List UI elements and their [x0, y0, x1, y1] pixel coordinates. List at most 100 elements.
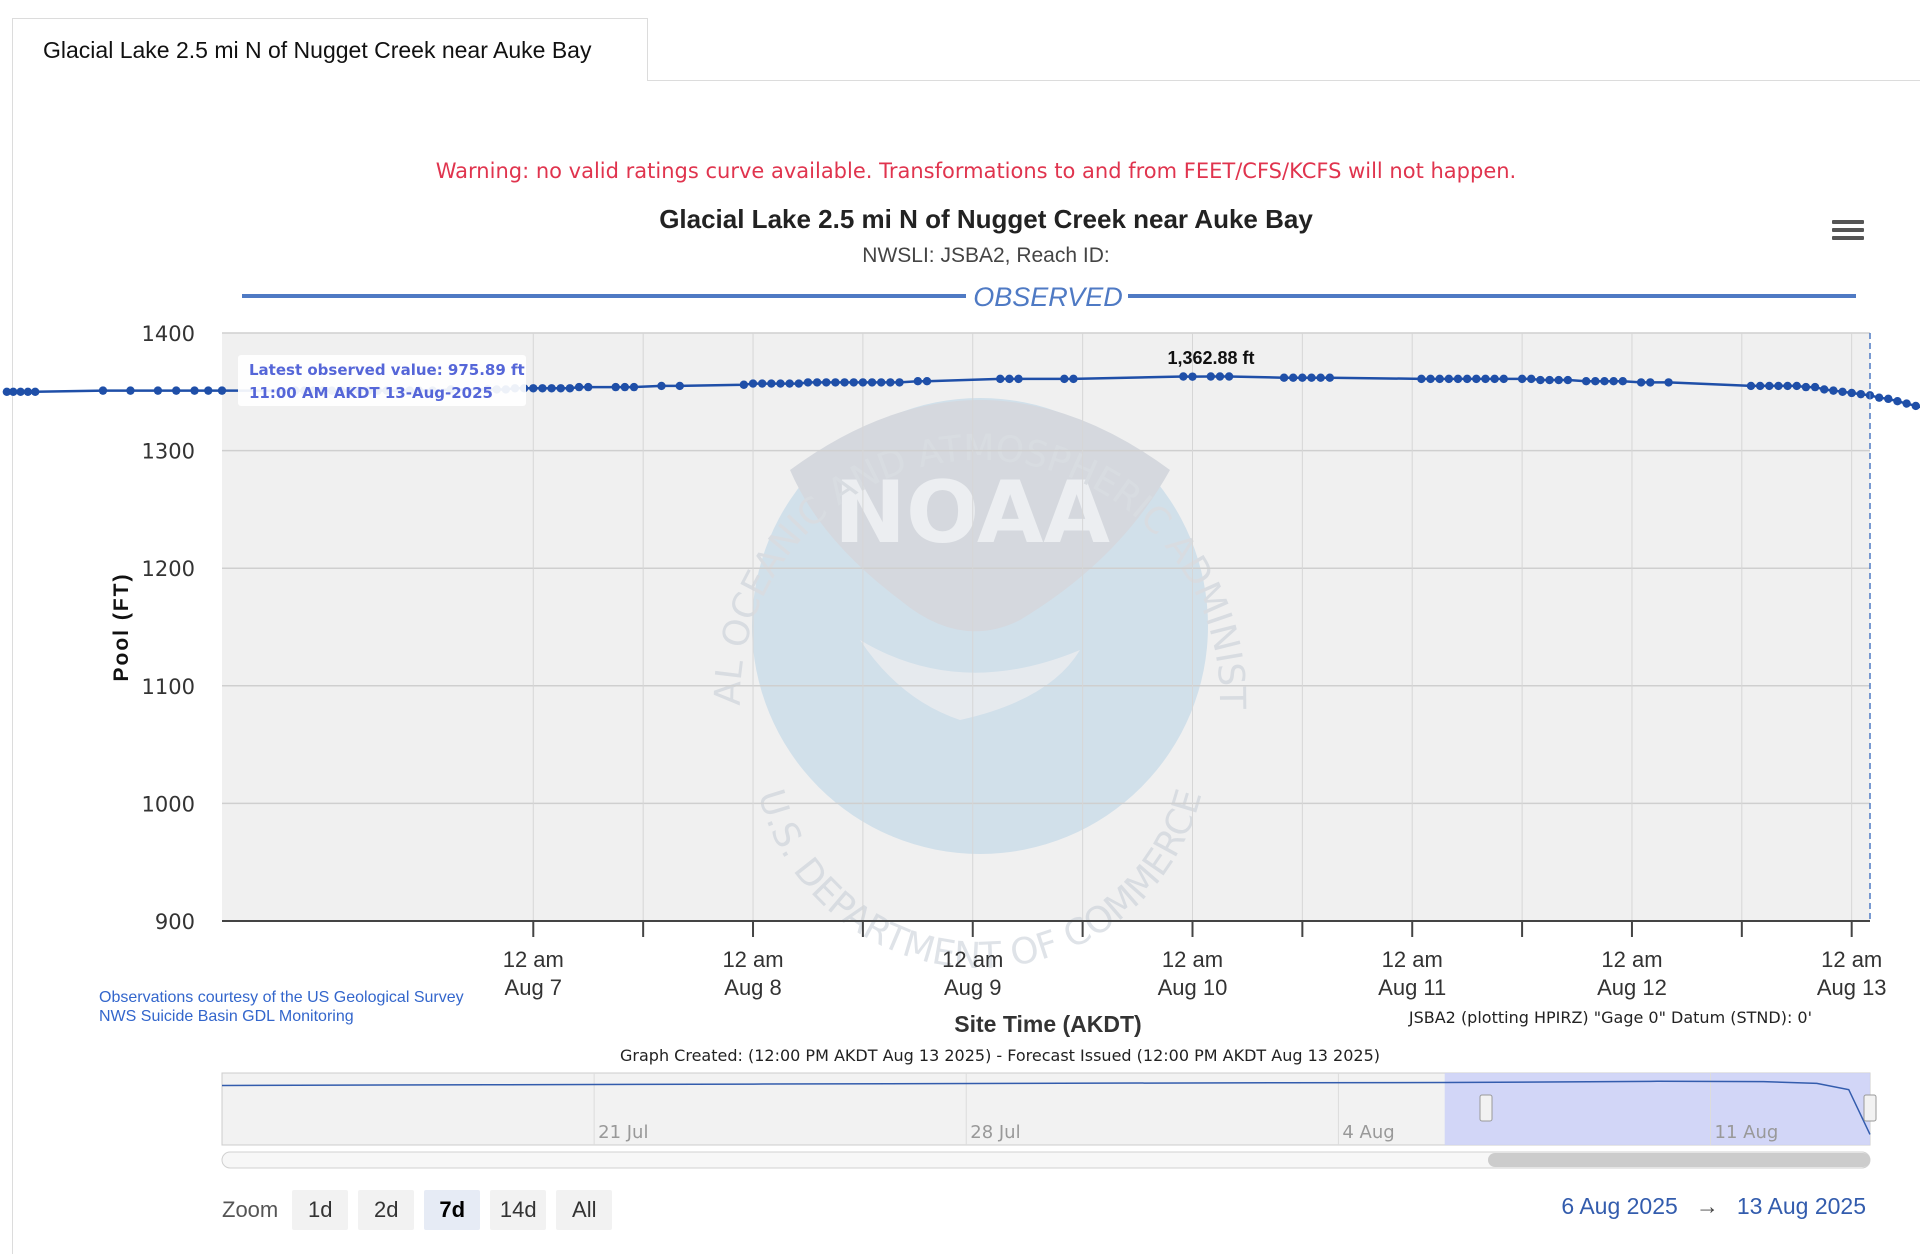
datum-note: JSBA2 (plotting HPIRZ) "Gage 0" Datum (S… [1408, 1008, 1812, 1027]
y-tick-label: 1000 [142, 792, 195, 816]
chart-subtitle: NWSLI: JSBA2, Reach ID: [862, 244, 1109, 267]
data-point [1792, 381, 1801, 391]
x-axis: 12 am Aug 7 12 am Aug 8 12 am Aug 9 12 am Aug 1… [222, 920, 1887, 1000]
data-point [1545, 375, 1554, 385]
data-point [1893, 397, 1902, 406]
hamburger-menu-icon [1832, 220, 1864, 224]
data-point [1810, 382, 1820, 392]
x-tick-label-time: 12 am [1382, 947, 1443, 972]
data-point [1316, 373, 1325, 382]
data-point [1435, 374, 1444, 384]
chart-menu-button[interactable] [1824, 216, 1872, 256]
data-point [794, 379, 803, 388]
data-point [538, 384, 547, 393]
data-point [1444, 374, 1454, 384]
zoom-14d-button[interactable]: 14d [490, 1190, 547, 1230]
zoom-label: Zoom [222, 1197, 279, 1222]
data-point [31, 387, 40, 396]
data-point [1279, 373, 1289, 382]
warning-text: Warning: no valid ratings curve availabl… [436, 159, 1517, 183]
navigator-label: 11 Aug [1715, 1122, 1779, 1143]
data-point [190, 386, 199, 395]
navigator-scrollbar-thumb[interactable] [1488, 1153, 1870, 1167]
data-point [547, 384, 556, 393]
tooltip-line-2: 11:00 AM AKDT 13-Aug-2025 [249, 384, 493, 402]
data-point [126, 386, 135, 395]
data-point [1609, 377, 1618, 386]
navigator[interactable]: 21 Jul 28 Jul 4 Aug 11 Aug [221, 1072, 1877, 1169]
data-point [1307, 373, 1316, 382]
data-point [1765, 381, 1774, 391]
x-axis-label: Site Time (AKDT) [954, 1011, 1141, 1037]
data-point [922, 377, 932, 386]
data-point [1060, 374, 1069, 384]
x-tick-label-date: Aug 7 [505, 975, 563, 1000]
navigator-handle-left[interactable] [1479, 1094, 1493, 1122]
data-point [913, 377, 923, 386]
peak-label: 1,362.88 ft [1167, 348, 1254, 368]
credits-line-1[interactable]: Observations courtesy of the US Geologic… [99, 989, 464, 1006]
data-point [1554, 375, 1563, 385]
y-tick-label: 1100 [142, 675, 195, 699]
data-point [1856, 389, 1866, 399]
data-point [996, 374, 1005, 384]
data-point [1426, 374, 1435, 384]
data-point [1820, 385, 1829, 394]
navigator-selection[interactable] [1444, 1073, 1870, 1145]
credits-line-2[interactable]: NWS Suicide Basin GDL Monitoring [99, 1008, 354, 1025]
data-point [620, 382, 630, 392]
y-tick-label: 900 [155, 910, 195, 934]
data-point [1490, 374, 1499, 384]
navigator-series [221, 1080, 1871, 1135]
data-point [1884, 394, 1893, 404]
tab-divider [648, 80, 1920, 81]
data-point [748, 379, 758, 388]
x-tick-label-time: 12 am [1162, 947, 1223, 972]
data-point [849, 378, 858, 387]
observed-band-label: OBSERVED [973, 282, 1123, 312]
data-point [1838, 387, 1847, 396]
data-point [1206, 372, 1216, 381]
data-point [858, 378, 868, 387]
data-point [867, 378, 877, 387]
navigator-handle-right[interactable] [1863, 1094, 1877, 1122]
data-point [1664, 378, 1673, 387]
range-from-input[interactable]: 6 Aug 2025 [1561, 1193, 1678, 1219]
data-point [757, 379, 767, 388]
data-point [1536, 375, 1545, 385]
data-point [657, 381, 666, 391]
x-tick-label-time: 12 am [503, 947, 564, 972]
zoom-controls: Zoom 1d 2d 7d 14d All [222, 1190, 622, 1230]
navigator-label: 28 Jul [970, 1122, 1020, 1143]
data-point [1417, 374, 1426, 384]
x-tick-label-date: Aug 11 [1378, 975, 1446, 1000]
chart-title: Glacial Lake 2.5 mi N of Nugget Creek ne… [659, 204, 1313, 234]
data-point [556, 384, 565, 393]
data-point [1289, 373, 1298, 382]
data-point [172, 386, 181, 395]
y-tick-label: 1400 [142, 322, 195, 346]
y-tick-label: 1200 [142, 557, 195, 581]
data-point [831, 378, 840, 387]
data-point [1005, 374, 1014, 384]
tab-station[interactable]: Glacial Lake 2.5 mi N of Nugget Creek ne… [12, 18, 648, 81]
zoom-all-button[interactable]: All [556, 1190, 613, 1230]
data-point [767, 379, 776, 388]
zoom-7d-button[interactable]: 7d [424, 1190, 481, 1230]
credits: Observations courtesy of the US Geologic… [99, 988, 464, 1026]
data-point [1755, 381, 1765, 391]
observed-band: OBSERVED [242, 282, 1856, 312]
latest-value-tooltip: Latest observed value: 975.89 ft 11:00 A… [238, 355, 526, 406]
data-point [785, 379, 794, 388]
data-point [9, 387, 18, 396]
data-point [1646, 378, 1655, 387]
data-point [153, 386, 163, 395]
data-point [1783, 381, 1792, 391]
data-point [1563, 375, 1573, 385]
zoom-1d-button[interactable]: 1d [292, 1190, 349, 1230]
zoom-2d-button[interactable]: 2d [358, 1190, 415, 1230]
data-point [1746, 381, 1756, 391]
data-point [812, 378, 822, 387]
range-to-input[interactable]: 13 Aug 2025 [1736, 1193, 1866, 1219]
